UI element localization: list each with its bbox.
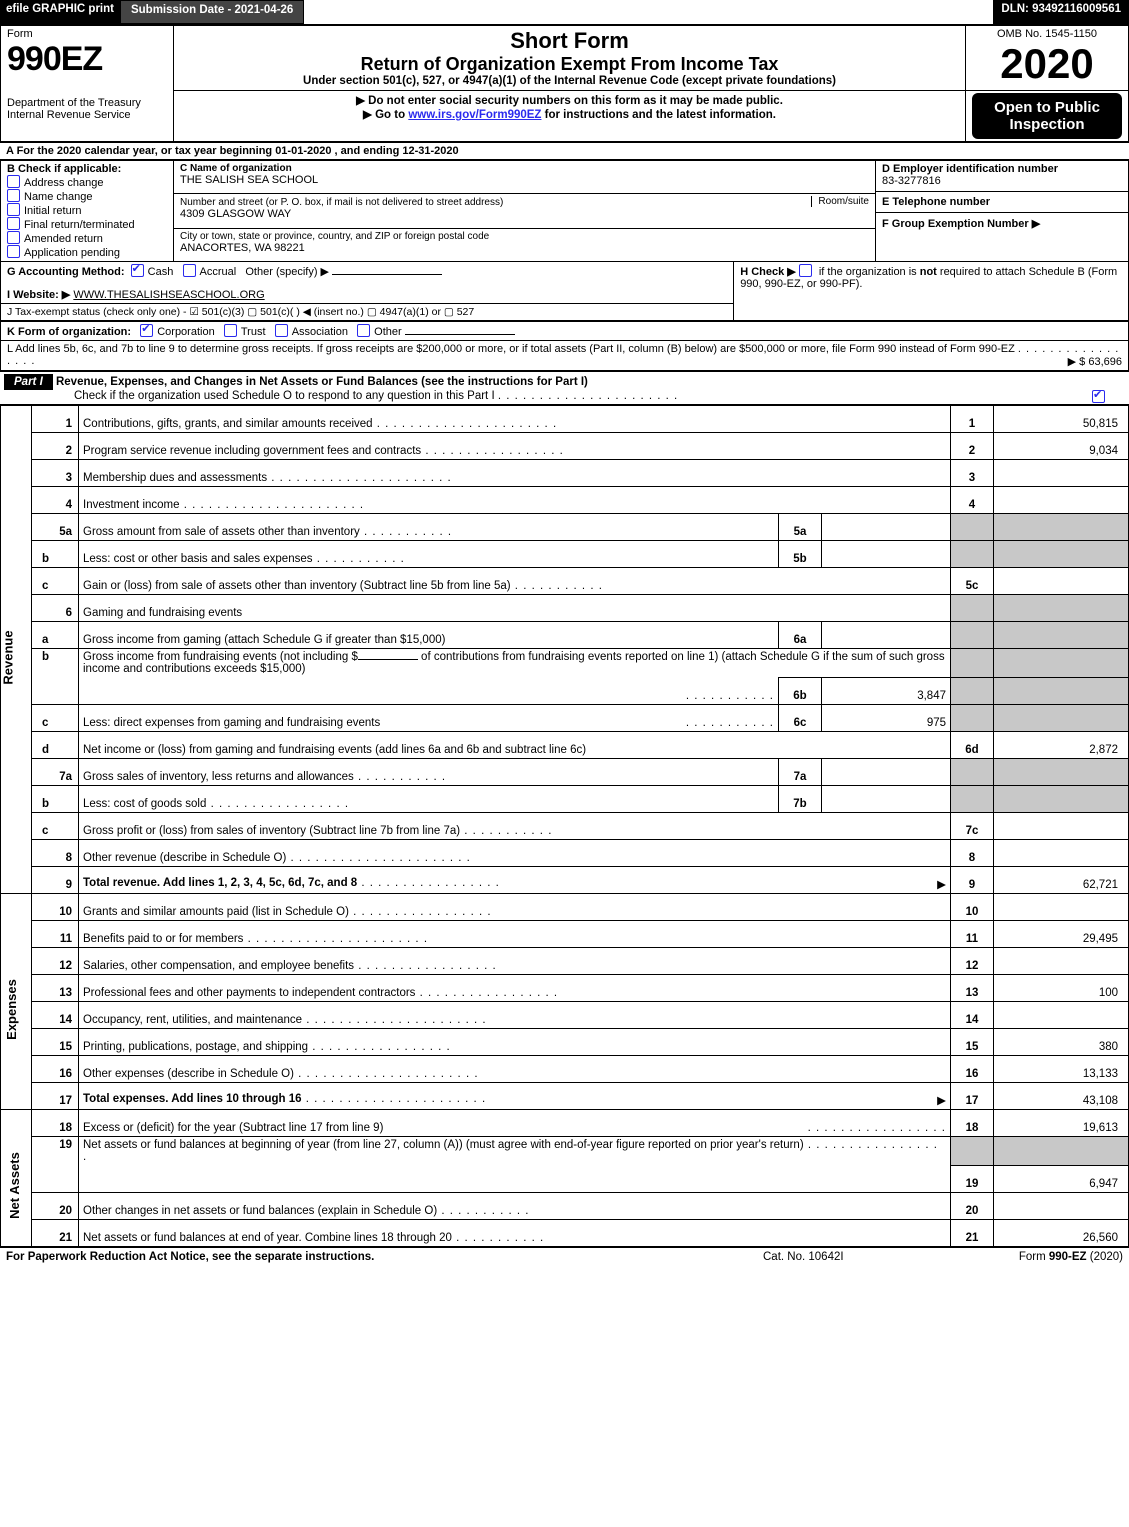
chk-corp[interactable] bbox=[140, 324, 153, 337]
chk-trust[interactable] bbox=[224, 324, 237, 337]
title-under: Under section 501(c), 527, or 4947(a)(1)… bbox=[180, 75, 959, 87]
chk-schedule-b[interactable] bbox=[799, 264, 812, 277]
open-to-public: Open to Public Inspection bbox=[972, 93, 1122, 139]
amt-11: 29,495 bbox=[994, 921, 1129, 948]
amt-21: 26,560 bbox=[994, 1219, 1129, 1246]
note-ssn: ▶ Do not enter social security numbers o… bbox=[180, 93, 959, 107]
ein-value: 83-3277816 bbox=[882, 175, 1122, 187]
amt-13: 100 bbox=[994, 975, 1129, 1002]
note-goto: ▶ Go to www.irs.gov/Form990EZ for instru… bbox=[180, 107, 959, 121]
amt-16: 13,133 bbox=[994, 1056, 1129, 1083]
title-main: Return of Organization Exempt From Incom… bbox=[180, 54, 959, 75]
amt-6c: 975 bbox=[822, 705, 951, 732]
dept-irs: Internal Revenue Service bbox=[7, 109, 167, 121]
chk-final-return[interactable] bbox=[7, 217, 20, 230]
city-state-zip: ANACORTES, WA 98221 bbox=[180, 242, 869, 254]
amt-10 bbox=[994, 894, 1129, 921]
tax-year: 2020 bbox=[972, 40, 1122, 88]
box-i-label: I Website: ▶ bbox=[7, 289, 70, 301]
box-c-city-label: City or town, state or province, country… bbox=[180, 231, 869, 242]
box-c-addr-label: Number and street (or P. O. box, if mail… bbox=[180, 197, 503, 208]
part1-label: Part I bbox=[4, 374, 53, 390]
irs-link[interactable]: www.irs.gov/Form990EZ bbox=[408, 109, 541, 121]
kl-block: K Form of organization: Corporation Trus… bbox=[0, 321, 1129, 371]
chk-address-change[interactable] bbox=[7, 175, 20, 188]
box-f-label: F Group Exemption Number ▶ bbox=[882, 217, 1122, 230]
box-g-label: G Accounting Method: bbox=[7, 266, 125, 278]
chk-app-pending[interactable] bbox=[7, 245, 20, 258]
dln-label: DLN: 93492116009561 bbox=[993, 0, 1129, 24]
amt-20 bbox=[994, 1192, 1129, 1219]
dept-treasury: Department of the Treasury bbox=[7, 97, 167, 109]
chk-assoc[interactable] bbox=[275, 324, 288, 337]
amt-6a bbox=[822, 622, 951, 649]
box-k-label: K Form of organization: bbox=[7, 326, 131, 338]
amt-19: 6,947 bbox=[994, 1165, 1129, 1192]
amt-5c bbox=[994, 568, 1129, 595]
amt-3 bbox=[994, 460, 1129, 487]
form-ref: 990-EZ bbox=[1049, 1251, 1087, 1263]
amt-5a bbox=[822, 514, 951, 541]
page-footer: For Paperwork Reduction Act Notice, see … bbox=[0, 1247, 1129, 1266]
cat-number: Cat. No. 10642I bbox=[763, 1251, 923, 1263]
omb-number: OMB No. 1545-1150 bbox=[972, 28, 1122, 40]
form-label: Form bbox=[7, 28, 167, 40]
amt-15: 380 bbox=[994, 1029, 1129, 1056]
line-a-tax-year: A For the 2020 calendar year, or tax yea… bbox=[0, 142, 1129, 160]
ghij-block: G Accounting Method: Cash Accrual Other … bbox=[0, 262, 1129, 321]
efile-label: efile GRAPHIC print bbox=[0, 0, 120, 24]
netassets-side-label: Net Assets bbox=[1, 1110, 32, 1247]
fundraising-contrib-input[interactable] bbox=[358, 659, 418, 660]
part1-check-text: Check if the organization used Schedule … bbox=[4, 390, 495, 402]
address: 4309 GLASGOW WAY bbox=[180, 208, 291, 220]
part1-title: Revenue, Expenses, and Changes in Net As… bbox=[56, 376, 588, 388]
amt-1: 50,815 bbox=[994, 406, 1129, 433]
gross-receipts: ▶ $ 63,696 bbox=[1068, 355, 1122, 368]
chk-other-org[interactable] bbox=[357, 324, 370, 337]
title-short: Short Form bbox=[180, 28, 959, 54]
amt-8 bbox=[994, 840, 1129, 867]
chk-accrual[interactable] bbox=[183, 264, 196, 277]
amt-2: 9,034 bbox=[994, 433, 1129, 460]
org-name: THE SALISH SEA SCHOOL bbox=[180, 174, 869, 186]
box-h-pre: H Check ▶ bbox=[740, 266, 799, 278]
chk-amended[interactable] bbox=[7, 231, 20, 244]
amt-12 bbox=[994, 948, 1129, 975]
amt-5b bbox=[822, 541, 951, 568]
amt-14 bbox=[994, 1002, 1129, 1029]
amt-7c bbox=[994, 813, 1129, 840]
submission-date: Submission Date - 2021-04-26 bbox=[120, 0, 304, 24]
chk-cash[interactable] bbox=[131, 264, 144, 277]
chk-schedule-o[interactable] bbox=[1092, 390, 1105, 403]
chk-initial-return[interactable] bbox=[7, 203, 20, 216]
room-suite-label: Room/suite bbox=[811, 196, 869, 207]
amt-4 bbox=[994, 487, 1129, 514]
amt-6b: 3,847 bbox=[822, 678, 951, 705]
other-org-input[interactable] bbox=[405, 334, 515, 335]
part1-table: Revenue 1 Contributions, gifts, grants, … bbox=[0, 405, 1129, 1247]
box-j: J Tax-exempt status (check only one) - ☑… bbox=[1, 304, 734, 321]
box-e-label: E Telephone number bbox=[882, 196, 1122, 208]
part1-header-row: Part I Revenue, Expenses, and Changes in… bbox=[0, 371, 1129, 405]
form-number: 990EZ bbox=[7, 40, 167, 79]
box-b-header: B Check if applicable: bbox=[7, 163, 167, 175]
amt-9: 62,721 bbox=[994, 867, 1129, 894]
chk-name-change[interactable] bbox=[7, 189, 20, 202]
other-method-input[interactable] bbox=[332, 274, 442, 275]
expenses-side-label: Expenses bbox=[1, 894, 32, 1110]
box-l-text: L Add lines 5b, 6c, and 7b to line 9 to … bbox=[7, 343, 1015, 355]
box-d-label: D Employer identification number bbox=[882, 163, 1122, 175]
form-header: Form 990EZ Department of the Treasury In… bbox=[0, 24, 1129, 142]
amt-7b bbox=[822, 786, 951, 813]
identity-block: B Check if applicable: Address change Na… bbox=[0, 160, 1129, 262]
website-link[interactable]: WWW.THESALISHSEASCHOOL.ORG bbox=[73, 289, 264, 301]
revenue-side-label: Revenue bbox=[1, 406, 32, 894]
box-c-label: C Name of organization bbox=[180, 163, 869, 174]
amt-6d: 2,872 bbox=[994, 732, 1129, 759]
paperwork-notice: For Paperwork Reduction Act Notice, see … bbox=[6, 1251, 763, 1263]
amt-17: 43,108 bbox=[994, 1083, 1129, 1110]
amt-18: 19,613 bbox=[994, 1110, 1129, 1137]
top-bar: efile GRAPHIC print Submission Date - 20… bbox=[0, 0, 1129, 24]
amt-7a bbox=[822, 759, 951, 786]
